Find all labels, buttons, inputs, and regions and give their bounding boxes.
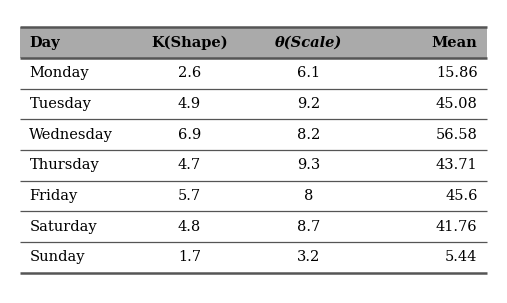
Text: Thursday: Thursday: [29, 158, 99, 172]
Text: 43.71: 43.71: [436, 158, 478, 172]
Text: 3.2: 3.2: [297, 250, 320, 264]
Text: 8.2: 8.2: [297, 128, 320, 142]
Text: Wednesday: Wednesday: [29, 128, 113, 142]
Text: Monday: Monday: [29, 66, 89, 80]
Text: 1.7: 1.7: [178, 250, 201, 264]
Text: Mean: Mean: [432, 36, 478, 50]
Text: Friday: Friday: [29, 189, 78, 203]
Text: 41.76: 41.76: [436, 220, 478, 234]
Text: 45.08: 45.08: [436, 97, 478, 111]
Text: K(Shape): K(Shape): [151, 35, 228, 50]
Text: 4.7: 4.7: [178, 158, 201, 172]
Text: 4.9: 4.9: [178, 97, 201, 111]
Text: Tuesday: Tuesday: [29, 97, 91, 111]
Text: 6.1: 6.1: [297, 66, 320, 80]
Text: 8: 8: [304, 189, 313, 203]
Text: 5.7: 5.7: [178, 189, 201, 203]
Text: Saturday: Saturday: [29, 220, 97, 234]
Text: 9.3: 9.3: [297, 158, 320, 172]
Text: θ(Scale): θ(Scale): [275, 36, 342, 50]
Text: 15.86: 15.86: [436, 66, 478, 80]
Text: Day: Day: [29, 36, 60, 50]
Text: 4.8: 4.8: [178, 220, 201, 234]
Text: 45.6: 45.6: [445, 189, 478, 203]
Text: 56.58: 56.58: [436, 128, 478, 142]
Bar: [20, 27, 487, 58]
Text: 9.2: 9.2: [297, 97, 320, 111]
Text: Sunday: Sunday: [29, 250, 85, 264]
Text: 6.9: 6.9: [178, 128, 201, 142]
Text: 2.6: 2.6: [178, 66, 201, 80]
Text: 8.7: 8.7: [297, 220, 320, 234]
Text: 5.44: 5.44: [445, 250, 478, 264]
